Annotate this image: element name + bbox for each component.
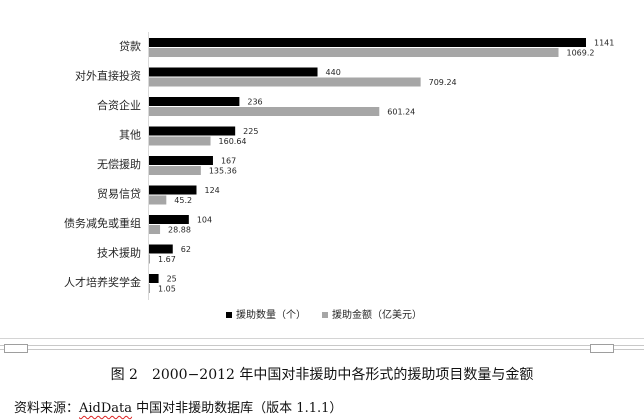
category-label: 其他 [119, 129, 141, 142]
amount-bar [149, 166, 201, 175]
amount-value-label: 1069.2 [567, 49, 595, 58]
amount-value-label: 45.2 [174, 196, 192, 205]
count-bar [149, 274, 159, 283]
amount-value-label: 28.88 [168, 226, 191, 235]
source-database-name: AidData [79, 401, 133, 416]
count-value-label: 104 [197, 216, 212, 225]
count-bar [149, 67, 318, 77]
legend-label-count: 援助数量（个） [236, 308, 306, 321]
figure-caption: 图 2 2000−2012 年中国对非援助中各形式的援助项目数量与金额 [110, 367, 534, 383]
legend-label-amount: 援助金额（亿美元） [332, 308, 422, 321]
category-label: 对外直接投资 [75, 69, 141, 83]
count-bar [149, 38, 586, 47]
amount-value-label: 160.64 [219, 137, 247, 146]
amount-bar [149, 195, 167, 205]
source-rest: 中国对非援助数据库（版本 1.1.1） [132, 401, 343, 416]
count-bar [149, 126, 236, 136]
amount-value-label: 601.24 [387, 108, 415, 117]
count-value-label: 167 [221, 157, 236, 166]
count-value-label: 440 [326, 68, 341, 77]
amount-value-label: 135.36 [209, 167, 237, 176]
count-value-label: 236 [247, 98, 262, 107]
legend-swatch-amount [322, 312, 328, 318]
category-label: 无偿援助 [97, 157, 141, 171]
count-value-label: 124 [204, 186, 219, 195]
count-bar [149, 244, 173, 254]
divider-left-marker [4, 344, 28, 353]
count-bar [149, 156, 213, 165]
category-label: 人才培养奖学金 [64, 275, 141, 289]
amount-bar [149, 107, 380, 116]
section-divider [0, 343, 644, 353]
category-label: 合资企业 [97, 98, 141, 112]
amount-bar [149, 225, 161, 234]
amount-bar [149, 48, 559, 57]
legend: 援助数量（个） 援助金额（亿美元） [226, 308, 422, 321]
count-bar [149, 215, 189, 224]
source-note: 资料来源：AidData 中国对非援助数据库（版本 1.1.1） [14, 397, 342, 416]
count-value-label: 62 [181, 245, 191, 254]
amount-value-label: 1.67 [158, 255, 176, 264]
chart-panel: 贷款 1141 1069.2 对外直接投资 440 709.24 合资企业 236 601.24… [0, 32, 644, 339]
category-label: 贸易信贷 [97, 187, 141, 201]
category-label: 债务减免或重组 [64, 216, 141, 230]
amount-bar [149, 284, 150, 293]
count-value-label: 25 [167, 275, 177, 284]
count-value-label: 1141 [594, 39, 614, 48]
amount-value-label: 709.24 [429, 78, 457, 87]
count-bar [149, 97, 240, 106]
category-label: 技术援助 [97, 246, 141, 260]
divider-right-marker [590, 344, 614, 353]
amount-bar [149, 136, 211, 146]
source-prefix: 资料来源： [14, 401, 80, 416]
count-value-label: 225 [243, 127, 258, 136]
amount-value-label: 1.05 [158, 285, 176, 294]
category-label: 贷款 [119, 39, 141, 53]
count-bar [149, 185, 197, 195]
amount-bar [149, 254, 150, 264]
amount-bar [149, 77, 421, 87]
legend-swatch-count [226, 312, 232, 318]
